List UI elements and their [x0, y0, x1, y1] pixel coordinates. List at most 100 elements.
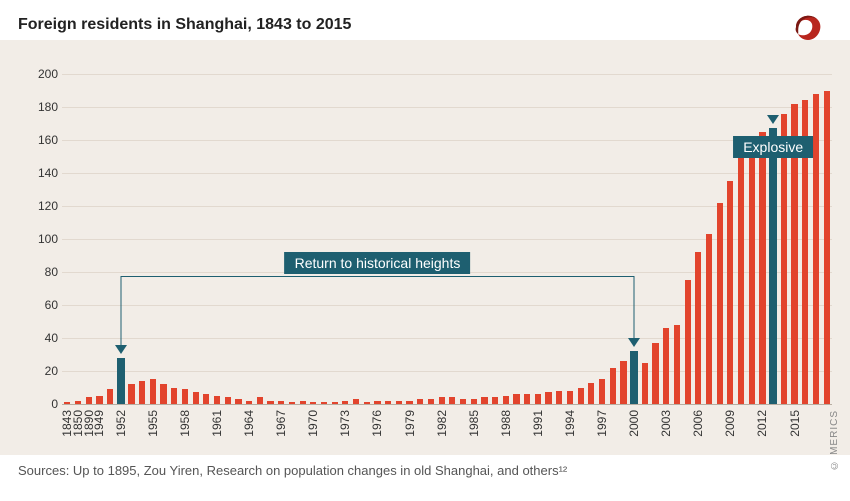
x-tick-label: 1952	[114, 410, 128, 437]
bar	[225, 397, 231, 404]
bar	[150, 379, 156, 404]
y-tick-label: 20	[18, 364, 58, 378]
bar	[685, 280, 691, 404]
bar	[759, 132, 765, 404]
y-tick-label: 180	[18, 100, 58, 114]
bar	[824, 91, 830, 405]
bar	[630, 351, 638, 404]
x-tick-label: 2015	[788, 410, 802, 437]
bar	[342, 401, 348, 404]
source-footer: Sources: Up to 1895, Zou Yiren, Research…	[18, 463, 567, 478]
bar	[182, 389, 188, 404]
bar	[321, 402, 327, 404]
bar	[64, 402, 70, 404]
bar	[727, 181, 733, 404]
bar	[769, 128, 777, 404]
x-tick-label: 1979	[403, 410, 417, 437]
bar	[203, 394, 209, 404]
bar	[813, 94, 819, 404]
x-tick-label: 1988	[499, 410, 513, 437]
x-tick-label: 1994	[563, 410, 577, 437]
bar	[310, 402, 316, 404]
x-tick-label: 2003	[659, 410, 673, 437]
y-tick-label: 80	[18, 265, 58, 279]
annotation-connector	[120, 276, 121, 345]
bar	[385, 401, 391, 404]
grid-line	[62, 140, 832, 141]
bar	[545, 392, 551, 404]
x-axis-line	[62, 404, 832, 405]
bar	[503, 396, 509, 404]
y-tick-label: 120	[18, 199, 58, 213]
x-tick-label: 1970	[306, 410, 320, 437]
bar	[235, 399, 241, 404]
bar	[620, 361, 626, 404]
bar	[567, 391, 573, 404]
x-tick-label: 2000	[627, 410, 641, 437]
x-tick-label: 1976	[370, 410, 384, 437]
grid-line	[62, 173, 832, 174]
bar	[492, 397, 498, 404]
copyright-label: © MERICS	[829, 410, 840, 471]
bar	[374, 401, 380, 404]
y-tick-label: 160	[18, 133, 58, 147]
bar	[171, 388, 177, 405]
bar	[460, 399, 466, 404]
bar	[652, 343, 658, 404]
x-tick-label: 2012	[755, 410, 769, 437]
x-tick-label: 1973	[338, 410, 352, 437]
annotation-arrow-icon	[115, 345, 127, 354]
x-tick-label: 1997	[595, 410, 609, 437]
annotation-connector	[634, 276, 635, 338]
bar	[396, 401, 402, 404]
bar	[481, 397, 487, 404]
bar	[332, 402, 338, 404]
x-tick-label: 1949	[92, 410, 106, 437]
bar	[524, 394, 530, 404]
y-tick-label: 100	[18, 232, 58, 246]
bar	[117, 358, 125, 404]
annotation-arrow-icon	[767, 115, 779, 124]
bar	[214, 396, 220, 404]
bar	[695, 252, 701, 404]
bar	[706, 234, 712, 404]
bar	[257, 397, 263, 404]
bar	[599, 379, 605, 404]
x-tick-label: 1964	[242, 410, 256, 437]
merics-logo	[786, 10, 826, 49]
bar	[86, 397, 92, 404]
bar	[364, 402, 370, 404]
annotation-label: Return to historical heights	[285, 252, 471, 274]
annotation-connector	[121, 276, 634, 277]
bar	[139, 381, 145, 404]
bar-chart-plot: 0204060801001201401601802001843185018901…	[62, 74, 832, 404]
bar	[717, 203, 723, 404]
bar	[663, 328, 669, 404]
x-tick-label: 1961	[210, 410, 224, 437]
y-tick-label: 200	[18, 67, 58, 81]
x-tick-label: 1985	[467, 410, 481, 437]
bar	[289, 402, 295, 404]
y-tick-label: 40	[18, 331, 58, 345]
y-tick-label: 140	[18, 166, 58, 180]
bar	[278, 401, 284, 404]
grid-line	[62, 74, 832, 75]
bar	[160, 384, 166, 404]
bar	[449, 397, 455, 404]
bar	[267, 401, 273, 404]
bar	[417, 399, 423, 404]
bar	[406, 401, 412, 404]
grid-line	[62, 107, 832, 108]
bar	[588, 383, 594, 404]
bar	[246, 401, 252, 404]
bar	[439, 397, 445, 404]
bar	[107, 389, 113, 404]
annotation-label: Explosive	[733, 136, 813, 158]
bar	[300, 401, 306, 404]
bar	[471, 399, 477, 404]
bar	[128, 384, 134, 404]
bar	[75, 401, 81, 404]
bar	[610, 368, 616, 404]
bar	[535, 394, 541, 404]
bar	[428, 399, 434, 404]
